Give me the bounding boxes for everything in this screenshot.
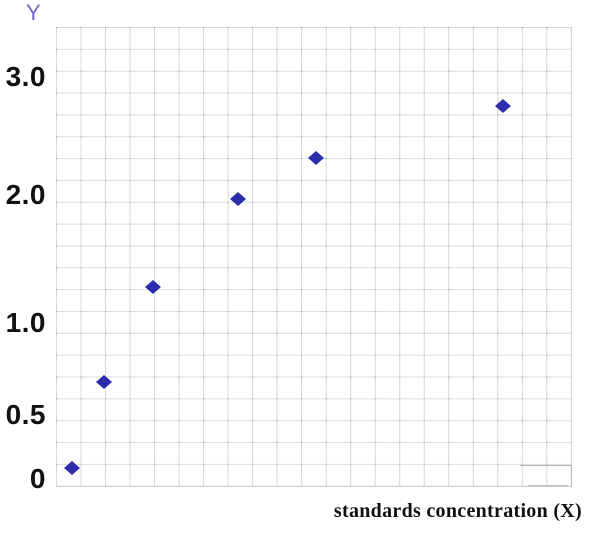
x-axis-title: standards concentration (X): [333, 500, 582, 522]
grid-corner-mark-bottom: [528, 485, 568, 487]
y-axis-tick-labels: 3.0 2.0 1.0 0.5 0: [0, 0, 50, 542]
y-tick-label: 0.5: [5, 399, 46, 430]
y-tick-label: 1.0: [5, 307, 46, 338]
data-point-marker: [308, 151, 324, 165]
y-tick-label: 3.0: [5, 61, 46, 92]
grid-corner-mark-vertical: [571, 465, 572, 487]
grid-corner-mark-horizontal: [520, 465, 572, 466]
data-point-marker: [64, 461, 80, 475]
y-tick-label: 0: [29, 463, 46, 494]
y-tick-label: 2.0: [5, 179, 46, 210]
data-point-marker: [96, 375, 112, 389]
y-axis-title: Y: [26, 0, 41, 25]
plot-area: [56, 27, 572, 487]
data-point-marker: [145, 280, 161, 294]
data-point-marker: [230, 192, 246, 206]
data-point-marker: [495, 99, 511, 113]
